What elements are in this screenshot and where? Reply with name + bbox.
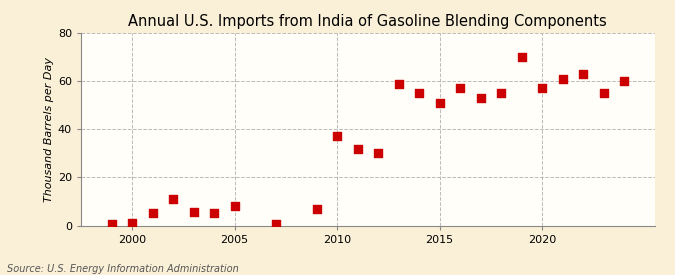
Point [107,222,117,227]
Point [557,76,568,81]
Point [414,91,425,95]
Point [516,55,527,59]
Point [270,222,281,227]
Point [455,86,466,90]
Point [537,86,547,90]
Point [495,91,506,95]
Point [127,221,138,225]
Y-axis label: Thousand Barrels per Day: Thousand Barrels per Day [44,57,54,202]
Point [352,146,363,151]
Point [475,96,486,100]
Point [209,211,219,216]
Point [331,134,342,139]
Point [618,79,629,83]
Point [598,91,609,95]
Title: Annual U.S. Imports from India of Gasoline Blending Components: Annual U.S. Imports from India of Gasoli… [128,14,608,29]
Text: Source: U.S. Energy Information Administration: Source: U.S. Energy Information Administ… [7,264,238,274]
Point [230,204,240,208]
Point [578,72,589,76]
Point [373,151,383,155]
Point [311,207,322,211]
Point [394,81,404,86]
Point [168,197,179,201]
Point [147,211,158,216]
Point [188,210,199,214]
Point [434,101,445,105]
